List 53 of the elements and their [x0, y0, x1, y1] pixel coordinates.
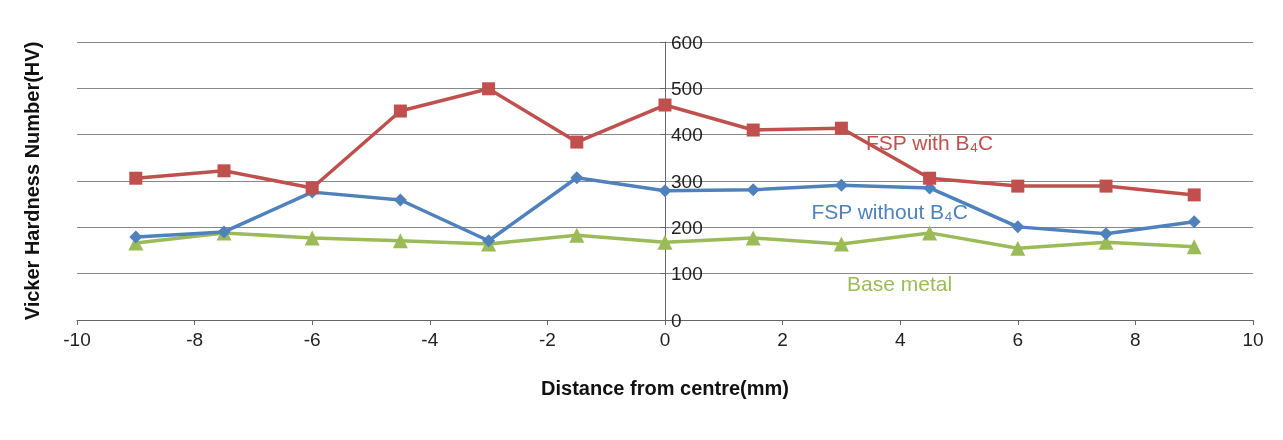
y-axis-title: Vicker Hardness Number(HV) [21, 41, 43, 321]
point [657, 234, 673, 250]
y-tick-label: 300 [671, 170, 703, 192]
point [569, 227, 585, 243]
point [746, 183, 760, 197]
point [129, 171, 143, 185]
point [1187, 188, 1201, 202]
point [1186, 239, 1202, 255]
point [1011, 179, 1025, 193]
point [482, 82, 496, 96]
point [658, 98, 672, 112]
point [1099, 179, 1113, 193]
point [834, 121, 848, 135]
x-tick-label: 4 [894, 329, 906, 350]
point [658, 184, 672, 198]
point [1010, 240, 1026, 256]
y-tick-label: 200 [671, 216, 703, 238]
x-tick-label: -4 [421, 329, 439, 350]
point [922, 225, 938, 241]
point [392, 233, 408, 249]
x-tick-label: 6 [1012, 329, 1024, 350]
y-tick-label: 100 [671, 263, 703, 285]
point [482, 234, 496, 248]
x-tick-label: 2 [777, 329, 788, 350]
point [746, 123, 760, 137]
point [217, 164, 231, 178]
y-tick-label: 500 [671, 77, 703, 99]
series-label: FSP without B₄C [811, 200, 968, 224]
point [1011, 220, 1025, 234]
point [1099, 227, 1113, 241]
point [570, 171, 584, 185]
point [393, 104, 407, 118]
x-tick-label: -6 [303, 329, 321, 350]
point [304, 230, 320, 246]
point [393, 193, 407, 207]
point [834, 178, 848, 192]
series-label: FSP with B₄C [865, 130, 994, 154]
point [129, 230, 143, 244]
y-tick-label: 400 [671, 124, 703, 146]
point [570, 135, 584, 149]
y-tick-label: 600 [671, 31, 703, 53]
x-tick-label: -8 [186, 329, 204, 350]
point [305, 181, 319, 195]
x-tick-label: -2 [538, 329, 556, 350]
x-tick-label: 10 [1242, 329, 1264, 350]
x-axis-title: Distance from centre(mm) [541, 377, 789, 399]
point [833, 236, 849, 252]
x-tick-label: -10 [63, 329, 91, 350]
point [923, 171, 937, 185]
x-tick-label: 8 [1130, 329, 1141, 350]
series-label: Base metal [847, 272, 953, 296]
point [745, 230, 761, 246]
point [1187, 215, 1201, 229]
